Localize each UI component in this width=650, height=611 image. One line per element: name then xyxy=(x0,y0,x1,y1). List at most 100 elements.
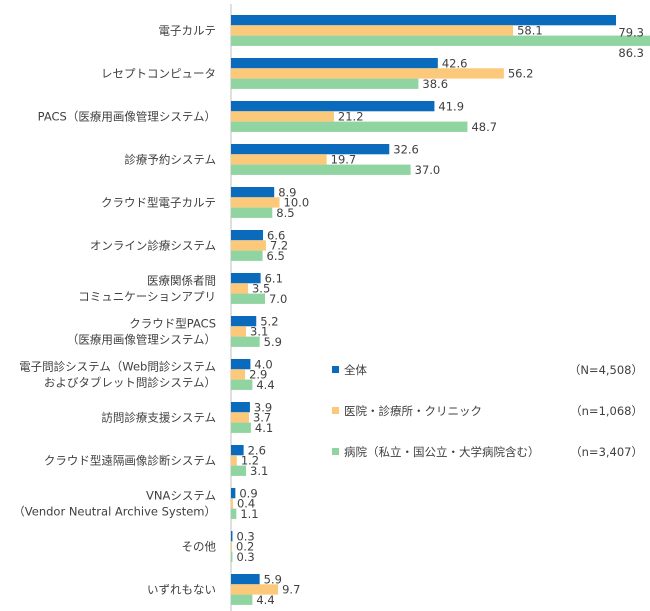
value-label: 0.3 xyxy=(236,550,254,564)
category-label: PACS（医療用画像管理システム） xyxy=(38,109,216,123)
category-label: レセプトコンピュータ xyxy=(101,66,216,80)
bar xyxy=(231,422,251,433)
value-label: 8.5 xyxy=(276,206,294,220)
category-label: いずれもない xyxy=(147,582,216,596)
value-label: 0.9 xyxy=(239,486,257,500)
bar xyxy=(231,144,390,155)
bar xyxy=(231,78,419,89)
bar xyxy=(231,541,232,552)
bar xyxy=(231,574,260,585)
legend-swatch xyxy=(332,407,339,414)
category-label: 電子問診システム（Web問診システム xyxy=(19,359,216,373)
data-labels: 79.3 58.1 86.3 42.6 56.2 38.6 41.9 21.2 48.7 32.6… xyxy=(236,24,644,607)
bar xyxy=(231,197,280,208)
bar xyxy=(231,412,249,423)
bar xyxy=(231,488,236,499)
value-label: 6.6 xyxy=(267,228,285,242)
legend-n-label: （N=4,508） xyxy=(569,363,643,377)
bar xyxy=(231,498,233,509)
value-label: 5.2 xyxy=(260,314,278,328)
category-label: およびタブレット問診システム） xyxy=(44,375,216,389)
value-label: 41.9 xyxy=(438,99,464,113)
bar xyxy=(231,465,247,476)
value-label: 2.9 xyxy=(249,368,267,382)
bar xyxy=(231,584,279,595)
category-label: 医療関係者間 xyxy=(147,273,216,287)
bar xyxy=(231,508,237,519)
value-label: 8.9 xyxy=(278,185,296,199)
category-label: （医療用画像管理システム） xyxy=(67,332,216,346)
category-label: その他 xyxy=(182,539,217,553)
bar xyxy=(231,111,334,122)
bar xyxy=(231,25,514,36)
value-label: 56.2 xyxy=(508,67,534,81)
value-label: 7.2 xyxy=(270,239,288,253)
bar xyxy=(231,207,273,218)
value-label: 21.2 xyxy=(338,110,364,124)
value-label: 10.0 xyxy=(284,196,310,210)
category-label: 電子カルテ xyxy=(159,23,217,37)
value-label: 58.1 xyxy=(517,24,543,38)
bar xyxy=(231,121,468,132)
value-label: 2.6 xyxy=(248,443,266,457)
value-label: 0.2 xyxy=(236,540,254,554)
value-label: 3.7 xyxy=(253,411,271,425)
bar xyxy=(231,58,438,69)
bar xyxy=(231,369,246,380)
value-label: 6.1 xyxy=(265,271,283,285)
bar xyxy=(231,273,261,284)
value-label: 86.3 xyxy=(618,46,644,60)
value-label: 48.7 xyxy=(471,120,497,134)
bars xyxy=(231,15,650,605)
bar xyxy=(231,15,617,26)
bar xyxy=(231,336,260,347)
value-label: 7.0 xyxy=(269,292,287,306)
value-label: 3.1 xyxy=(250,325,268,339)
bar xyxy=(231,230,264,241)
legend: 全体 （N=4,508） 医院・診療所・クリニック （n=1,068） 病院（私立・国公… xyxy=(332,363,643,459)
value-label: 3.1 xyxy=(250,464,268,478)
bar xyxy=(231,594,253,605)
value-label: 42.6 xyxy=(442,56,468,70)
value-label: 1.1 xyxy=(240,507,258,521)
value-label: 19.7 xyxy=(331,153,357,167)
bar xyxy=(231,293,265,304)
legend-n-label: （n=3,407） xyxy=(570,445,643,459)
value-label: 4.0 xyxy=(254,357,272,371)
bar xyxy=(231,379,253,390)
bar xyxy=(231,154,327,165)
legend-label: 全体 xyxy=(344,363,367,377)
category-label: 診療予約システム xyxy=(124,152,216,166)
category-label: クラウド型PACS xyxy=(129,316,216,330)
bar xyxy=(231,283,248,294)
bar xyxy=(231,250,263,261)
category-label: クラウド型電子カルテ xyxy=(101,195,216,209)
category-label: コミュニケーションアプリ xyxy=(78,289,216,303)
value-label: 32.6 xyxy=(393,142,419,156)
bar xyxy=(231,316,257,327)
bar xyxy=(231,359,251,370)
category-label: （Vendor Neutral Archive System） xyxy=(13,504,216,518)
value-label: 4.1 xyxy=(255,421,273,435)
value-label: 9.7 xyxy=(282,583,300,597)
value-label: 6.5 xyxy=(267,249,285,263)
bar xyxy=(231,531,233,542)
value-label: 0.3 xyxy=(236,529,254,543)
bar xyxy=(231,402,250,413)
legend-label: 病院（私立・国公立・大学病院含む） xyxy=(344,445,540,459)
bar xyxy=(231,455,237,466)
legend-n-label: （n=1,068） xyxy=(570,404,643,418)
bar xyxy=(231,164,411,175)
category-label: 訪問診療支援システム xyxy=(101,410,216,424)
value-label: 5.9 xyxy=(264,572,282,586)
value-label: 38.6 xyxy=(422,77,448,91)
bar xyxy=(231,35,650,46)
legend-label: 医院・診療所・クリニック xyxy=(344,404,482,418)
value-label: 4.4 xyxy=(256,593,274,607)
bar xyxy=(231,240,266,251)
legend-swatch xyxy=(332,366,339,373)
category-label: クラウド型遠隔画像診断システム xyxy=(44,453,216,467)
bar xyxy=(231,187,275,198)
